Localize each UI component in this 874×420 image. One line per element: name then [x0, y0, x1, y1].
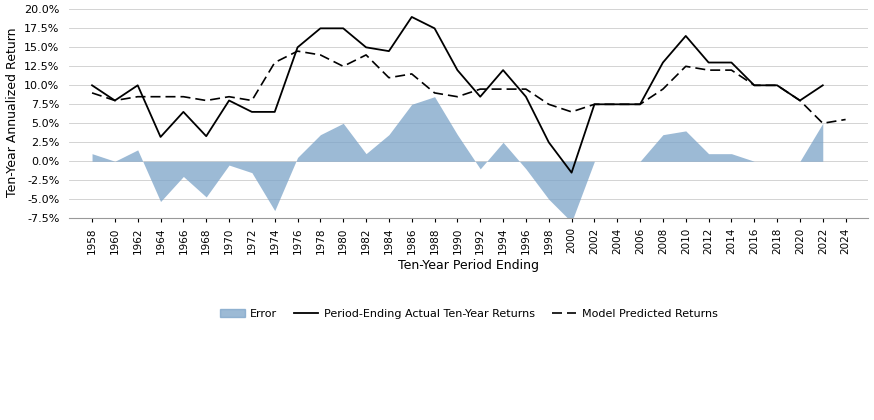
Legend: Error, Period-Ending Actual Ten-Year Returns, Model Predicted Returns: Error, Period-Ending Actual Ten-Year Ret… [216, 304, 722, 323]
Y-axis label: Ten-Year Annualized Return: Ten-Year Annualized Return [5, 27, 18, 197]
X-axis label: Ten-Year Period Ending: Ten-Year Period Ending [399, 259, 539, 272]
